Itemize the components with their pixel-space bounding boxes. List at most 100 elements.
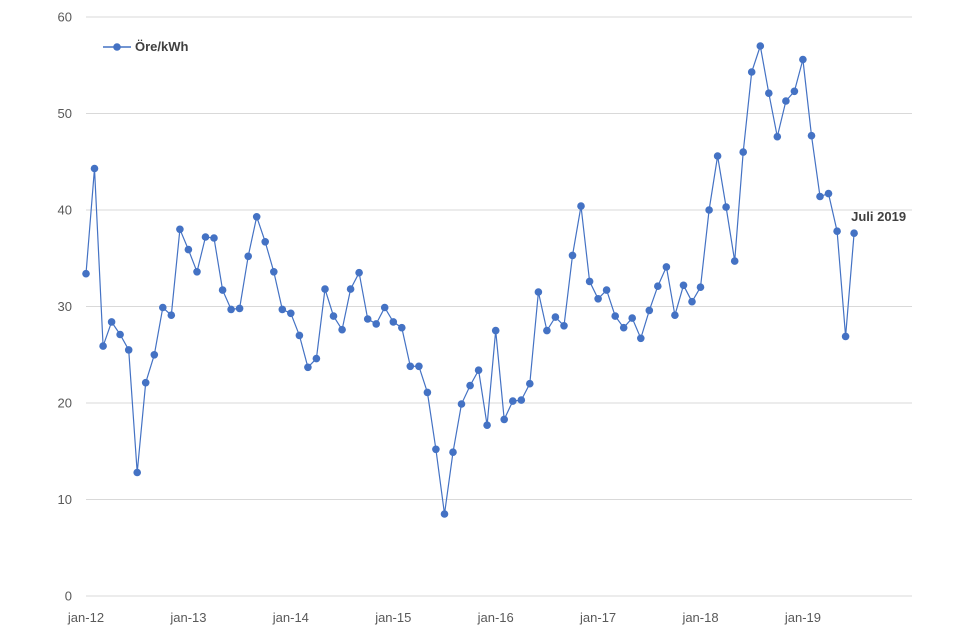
y-axis-tick-labels: 0 10 20 30 40 50 60	[58, 10, 72, 604]
data-point	[329, 312, 338, 320]
data-point	[679, 281, 688, 290]
data-point	[270, 268, 278, 276]
data-point	[483, 421, 491, 430]
data-point	[244, 252, 252, 261]
data-point	[577, 202, 585, 210]
data-point	[739, 148, 747, 156]
data-point	[782, 97, 790, 105]
x-axis-tick-labels: jan-12 jan-13 jan-14 jan-15 jan-16 jan-17 jan-…	[67, 610, 821, 625]
x-tick-label: jan-18	[681, 610, 718, 625]
data-point	[150, 351, 159, 359]
data-point	[671, 311, 679, 320]
legend-label: Öre/kWh	[135, 39, 189, 54]
data-point	[415, 362, 423, 371]
data-point	[619, 323, 628, 332]
data-point	[184, 245, 193, 254]
data-point	[602, 286, 611, 294]
y-tick-label: 50	[58, 106, 72, 121]
gridlines	[86, 16, 912, 597]
data-point	[363, 315, 372, 323]
data-point	[696, 283, 705, 292]
data-point	[167, 311, 176, 320]
data-point	[338, 325, 346, 334]
data-point	[526, 379, 534, 388]
data-point	[372, 320, 381, 328]
data-point	[210, 234, 218, 242]
data-point	[747, 68, 756, 76]
data-point	[312, 354, 321, 363]
data-point	[398, 323, 406, 332]
data-point	[850, 229, 858, 237]
data-point	[585, 277, 594, 286]
x-tick-label: jan-12	[67, 610, 104, 625]
data-point	[833, 227, 841, 235]
x-tick-label: jan-19	[784, 610, 821, 625]
data-point	[756, 42, 765, 50]
x-tick-label: jan-14	[272, 610, 309, 625]
data-point	[534, 288, 543, 296]
data-point	[440, 510, 449, 518]
data-point	[295, 331, 304, 340]
data-point	[116, 330, 124, 339]
data-point	[90, 164, 99, 173]
data-point	[824, 189, 833, 198]
data-point	[799, 55, 807, 64]
data-point	[304, 363, 312, 372]
data-point	[133, 468, 141, 477]
data-point	[543, 326, 551, 335]
data-point	[235, 304, 244, 313]
data-point	[466, 381, 474, 390]
y-tick-label: 30	[58, 299, 72, 314]
x-tick-label: jan-13	[169, 610, 206, 625]
data-point	[389, 318, 398, 326]
data-point	[124, 346, 133, 354]
legend-marker-icon	[113, 43, 121, 51]
data-point	[321, 285, 329, 293]
data-point	[500, 415, 509, 424]
data-point	[193, 268, 201, 276]
data-point	[688, 297, 696, 306]
data-point	[816, 192, 824, 201]
data-point	[517, 396, 526, 404]
data-point	[107, 318, 116, 326]
data-point	[841, 332, 850, 341]
data-point	[218, 286, 227, 294]
data-point	[457, 400, 466, 408]
data-point	[406, 362, 415, 371]
data-point	[380, 303, 389, 312]
data-point	[773, 132, 782, 141]
data-point	[474, 366, 483, 375]
x-tick-label: jan-15	[374, 610, 411, 625]
data-point	[790, 87, 799, 96]
data-point	[509, 397, 517, 405]
series-points	[82, 42, 858, 518]
y-tick-label: 10	[58, 492, 72, 507]
data-point	[346, 285, 355, 293]
data-point	[227, 305, 235, 314]
data-point	[551, 313, 560, 321]
annotation-label: Juli 2019	[851, 209, 906, 224]
legend: Öre/kWh	[103, 39, 189, 54]
data-point	[449, 448, 457, 457]
data-point	[423, 388, 432, 397]
data-point	[628, 314, 636, 322]
data-point	[662, 263, 671, 271]
data-point	[705, 206, 713, 214]
y-tick-label: 0	[65, 589, 72, 604]
y-tick-label: 20	[58, 396, 72, 411]
data-point	[611, 312, 619, 320]
data-point	[287, 309, 295, 318]
data-point	[99, 342, 107, 350]
data-point	[159, 303, 167, 312]
data-point	[645, 306, 654, 315]
data-point	[560, 322, 568, 330]
y-tick-label: 40	[58, 203, 72, 218]
data-point	[594, 295, 602, 303]
data-point	[261, 238, 270, 246]
data-point	[141, 378, 150, 387]
data-point	[568, 251, 577, 260]
x-tick-label: jan-16	[477, 610, 514, 625]
data-point	[491, 326, 500, 335]
y-tick-label: 60	[58, 10, 72, 25]
